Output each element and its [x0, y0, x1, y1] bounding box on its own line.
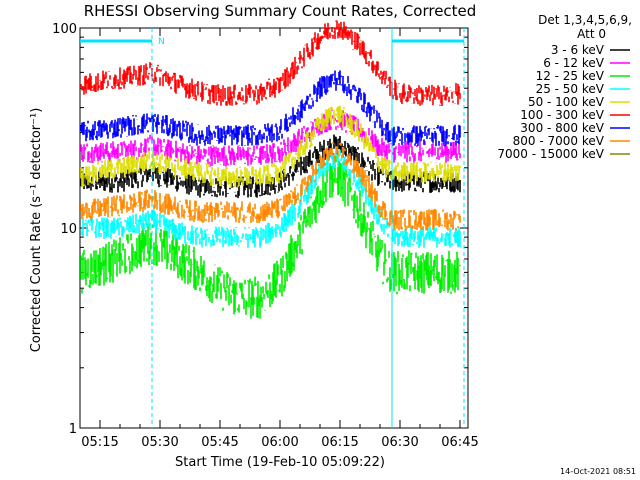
- series-line-3-6kev: [80, 134, 461, 199]
- legend-label: 50 - 100 keV: [528, 95, 605, 109]
- footer-timestamp: 14-Oct-2021 08:51: [560, 467, 636, 476]
- x-axis-label: Start Time (19-Feb-10 05:09:22): [175, 455, 385, 470]
- legend-label: 25 - 50 keV: [536, 82, 605, 96]
- night-flag-label: N: [158, 37, 165, 47]
- x-axis: 05:15 05:30 05:45 06:00 06:15 06:30 06:45: [79, 28, 479, 450]
- legend-label: 3 - 6 keV: [551, 43, 605, 57]
- x-tick-label: 06:45: [441, 435, 478, 450]
- x-tick-label: 06:30: [381, 435, 418, 450]
- legend-label: 800 - 7000 keV: [513, 134, 605, 148]
- legend-label: 6 - 12 keV: [543, 56, 605, 70]
- series-line-12-25kev: [80, 155, 461, 319]
- legend-header: Det 1,3,4,5,6,9,: [538, 13, 632, 27]
- x-tick-label: 05:15: [81, 435, 118, 450]
- annotations: N: [80, 28, 465, 428]
- y-tick-label: 1: [69, 422, 77, 437]
- series-line-300-800kev: [80, 70, 461, 147]
- legend-label: 12 - 25 keV: [536, 69, 605, 83]
- y-tick-label: 100: [52, 22, 77, 37]
- legend-label: 7000 - 15000 keV: [497, 147, 604, 161]
- legend-attenuator: Att 0: [577, 27, 606, 41]
- legend-label: 100 - 300 keV: [520, 108, 604, 122]
- y-axis-label: Corrected Count Rate (s⁻¹ detector⁻¹): [29, 108, 44, 353]
- y-axis: 1 10 100: [52, 22, 468, 437]
- y-tick-label: 10: [60, 222, 77, 237]
- x-tick-label: 05:30: [141, 435, 178, 450]
- series-line-800-7000kev: [80, 141, 461, 231]
- legend-label: 300 - 800 keV: [520, 121, 604, 135]
- chart-title: RHESSI Observing Summary Count Rates, Co…: [84, 2, 477, 20]
- series-group: [80, 20, 461, 319]
- series-line-25-50kev: [80, 149, 461, 248]
- x-tick-label: 06:15: [321, 435, 358, 450]
- series-line-50-100kev: [80, 105, 461, 188]
- x-tick-label: 05:45: [201, 435, 238, 450]
- series-line-100-300kev: [80, 20, 461, 106]
- x-tick-label: 06:00: [261, 435, 298, 450]
